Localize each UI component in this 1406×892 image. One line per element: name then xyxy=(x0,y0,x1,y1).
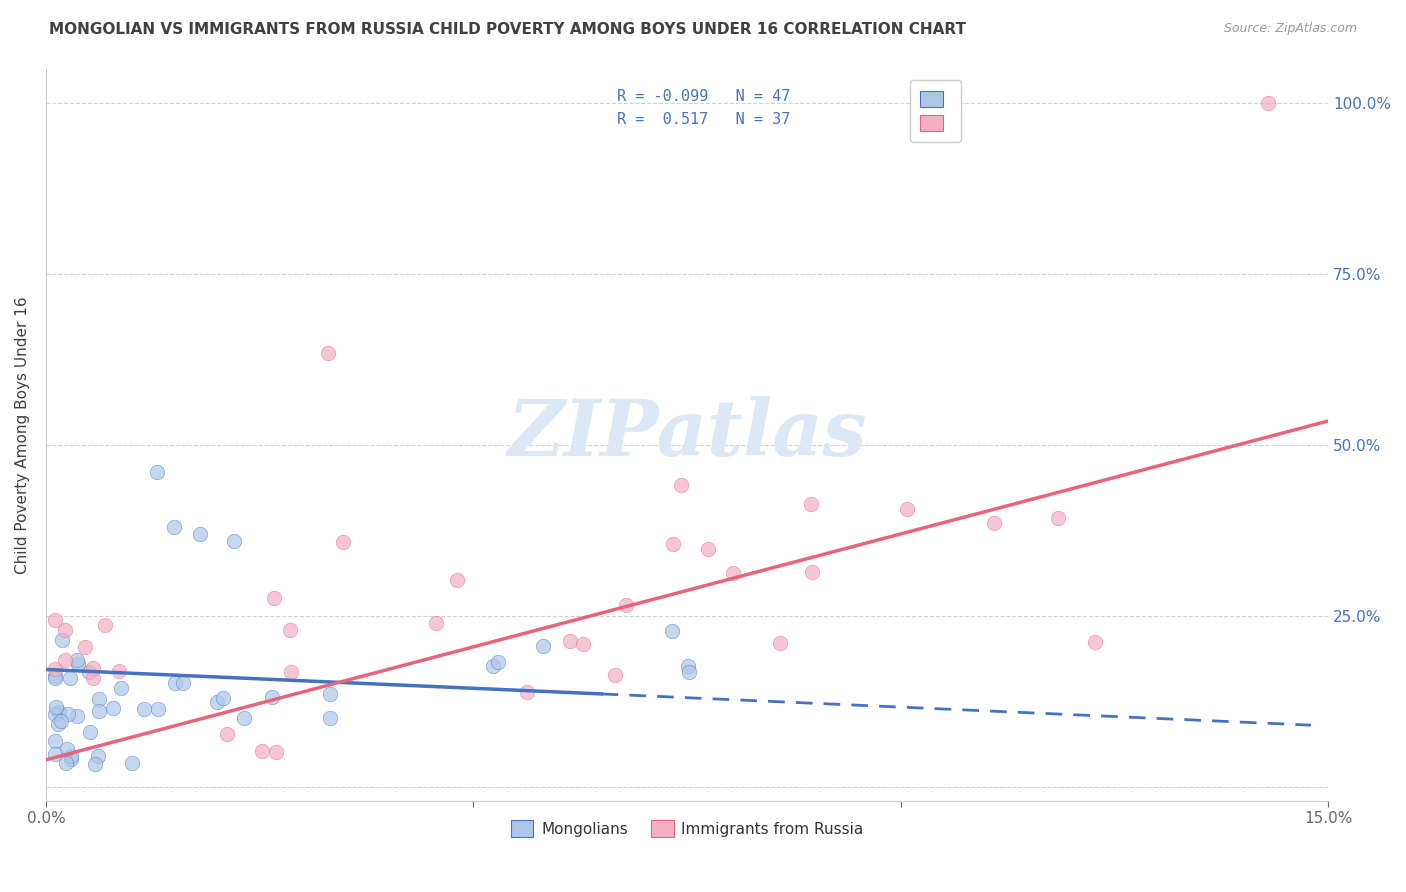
Point xyxy=(66,657,89,671)
Text: R =  0.517   N = 37: R = 0.517 N = 37 xyxy=(617,112,790,128)
Point xyxy=(233,711,256,725)
Point xyxy=(425,616,447,631)
Point xyxy=(94,617,117,632)
Point xyxy=(148,701,170,715)
Point xyxy=(110,681,132,696)
Point xyxy=(515,685,537,699)
Point xyxy=(676,659,699,673)
Point xyxy=(1257,95,1279,110)
Point xyxy=(44,613,66,627)
Point xyxy=(605,667,627,681)
Point xyxy=(250,744,273,758)
Point xyxy=(73,640,96,654)
Point xyxy=(44,671,66,685)
Point xyxy=(59,752,82,766)
Point xyxy=(800,565,823,579)
Point xyxy=(48,705,70,719)
Point xyxy=(572,637,595,651)
Point xyxy=(56,742,79,756)
Point xyxy=(44,662,66,676)
Point xyxy=(278,623,301,637)
Point xyxy=(82,661,104,675)
Point xyxy=(318,687,340,701)
Point xyxy=(263,591,285,606)
Point xyxy=(83,756,105,771)
Point xyxy=(205,695,228,709)
Point xyxy=(669,477,692,491)
Point xyxy=(1084,634,1107,648)
Point xyxy=(163,520,186,534)
Point xyxy=(87,692,110,706)
Point xyxy=(86,749,108,764)
Point xyxy=(172,676,194,690)
Point xyxy=(44,707,66,722)
Point xyxy=(217,727,239,741)
Point xyxy=(79,724,101,739)
Point xyxy=(661,624,683,638)
Point xyxy=(446,573,468,587)
Point xyxy=(51,714,73,728)
Point xyxy=(101,701,124,715)
Point xyxy=(260,690,283,705)
Point xyxy=(662,537,685,551)
Point xyxy=(59,749,82,764)
Text: MONGOLIAN VS IMMIGRANTS FROM RUSSIA CHILD POVERTY AMONG BOYS UNDER 16 CORRELATIO: MONGOLIAN VS IMMIGRANTS FROM RUSSIA CHIL… xyxy=(49,22,966,37)
Point xyxy=(983,516,1005,531)
Point xyxy=(531,639,554,653)
Point xyxy=(53,623,76,637)
Point xyxy=(614,599,637,613)
Point xyxy=(800,497,823,511)
Text: R = -0.099   N = 47: R = -0.099 N = 47 xyxy=(617,89,790,103)
Point xyxy=(121,756,143,770)
Point xyxy=(48,716,70,731)
Point xyxy=(66,652,89,666)
Point xyxy=(212,691,235,706)
Point xyxy=(769,636,792,650)
Point xyxy=(56,706,79,721)
Legend: Mongolians, Immigrants from Russia: Mongolians, Immigrants from Russia xyxy=(503,813,872,845)
Point xyxy=(188,527,211,541)
Text: Source: ZipAtlas.com: Source: ZipAtlas.com xyxy=(1223,22,1357,36)
Point xyxy=(1047,511,1070,525)
Point xyxy=(45,699,67,714)
Point xyxy=(558,634,581,648)
Point xyxy=(82,671,104,685)
Point xyxy=(481,659,503,673)
Point xyxy=(678,665,700,680)
Point xyxy=(721,566,744,580)
Point xyxy=(264,745,287,759)
Point xyxy=(44,734,66,748)
Point xyxy=(332,535,354,549)
Point xyxy=(697,541,720,556)
Point xyxy=(896,502,918,516)
Point xyxy=(53,653,76,667)
Point xyxy=(55,756,77,770)
Point xyxy=(165,676,187,690)
Point xyxy=(486,655,509,669)
Point xyxy=(108,664,131,678)
Point xyxy=(132,702,155,716)
Y-axis label: Child Poverty Among Boys Under 16: Child Poverty Among Boys Under 16 xyxy=(15,296,30,574)
Point xyxy=(87,704,110,718)
Point xyxy=(77,665,100,679)
Point xyxy=(44,747,66,761)
Point xyxy=(51,632,73,647)
Point xyxy=(222,533,245,548)
Point xyxy=(316,345,339,359)
Point xyxy=(44,669,66,683)
Point xyxy=(280,665,302,679)
Text: ZIPatlas: ZIPatlas xyxy=(508,396,866,473)
Point xyxy=(59,671,82,685)
Point xyxy=(319,710,342,724)
Point xyxy=(146,466,169,480)
Point xyxy=(66,709,89,723)
